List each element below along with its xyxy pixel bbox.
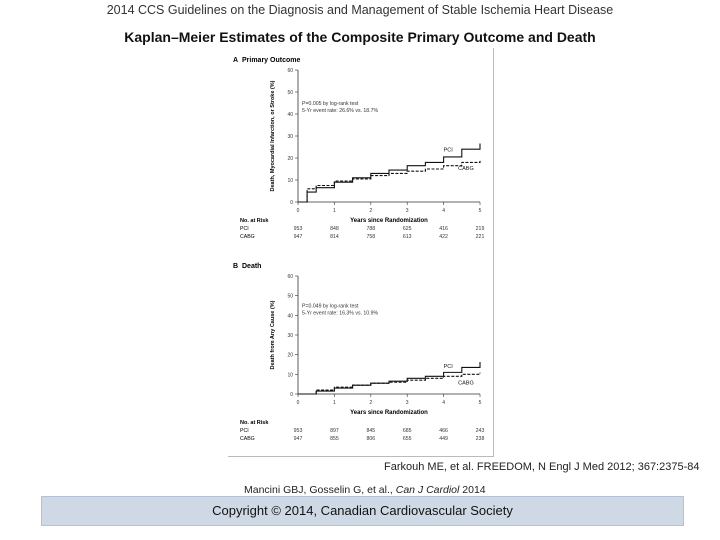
panel-a-series-cabg-line	[298, 160, 481, 203]
panel-b-p-value: P=0.049 by log-rank test	[302, 303, 359, 309]
panel-a-x-tick-label: 4	[442, 208, 445, 214]
panel-b-x-tick-label: 3	[406, 400, 409, 406]
panel-a-letter: A	[233, 57, 238, 64]
panel-b-at-risk-value: 243	[476, 428, 485, 434]
panel-a-series-cabg-label: CABG	[458, 166, 474, 172]
panel-a-y-tick-label: 50	[287, 90, 293, 96]
panel-a-at-risk-value: 221	[476, 234, 485, 240]
panel-a-y-tick-label: 20	[287, 156, 293, 162]
panel-a-y-tick-label: 0	[290, 200, 293, 206]
panel-b-series-pci-label: PCI	[444, 364, 454, 370]
panel-b-x-tick-label: 4	[442, 400, 445, 406]
panel-b-at-risk-value: 953	[294, 428, 303, 434]
panel-b-x-tick-label: 1	[333, 400, 336, 406]
panel-b-x-tick-label: 0	[297, 400, 300, 406]
panel-b-at-risk-value: 897	[330, 428, 339, 434]
panel-a-x-tick-label: 0	[297, 208, 300, 214]
panel-b-y-tick-label: 40	[287, 313, 293, 319]
panel-b-y-label: Death from Any Cause (%)	[270, 300, 276, 369]
panel-b-y-tick-label: 20	[287, 353, 293, 359]
panel-a-at-risk-value: 848	[330, 226, 339, 232]
panel-a-at-risk-value: 625	[403, 226, 412, 232]
panel-a-at-risk-group: CABG	[240, 234, 255, 240]
panel-b-y-tick-label: 30	[287, 333, 293, 339]
panel-b-series-pci-line	[298, 361, 481, 395]
panel-b-letter: B	[233, 263, 238, 270]
panel-a-at-risk-value: 947	[294, 234, 303, 240]
panel-b-y-tick-label: 60	[287, 274, 293, 280]
panel-b-at-risk-heading: No. at Risk	[240, 420, 269, 426]
panel-b-series-cabg-label: CABG	[458, 381, 474, 387]
panel-b-y-tick-label: 0	[290, 392, 293, 398]
copyright-text: Copyright © 2014, Canadian Cardiovascula…	[212, 503, 513, 518]
panel-b-at-risk-group: CABG	[240, 436, 255, 442]
panel-a-at-risk-value: 219	[476, 226, 485, 232]
source-text: Mancini GBJ, Gosselin G, et al., Can J C…	[244, 484, 486, 496]
panel-a-x-tick-label: 1	[333, 208, 336, 214]
panel-a-at-risk-group: PCI	[240, 226, 249, 232]
panel-a-title: Primary Outcome	[242, 57, 300, 64]
panel-b-at-risk-value: 449	[439, 436, 448, 442]
panel-b-x-tick-label: 2	[369, 400, 372, 406]
panel-b-at-risk-value: 655	[403, 436, 412, 442]
citation-text: Farkouh ME, et al. FREEDOM, N Engl J Med…	[384, 461, 700, 473]
panel-b-at-risk-value: 685	[403, 428, 412, 434]
panel-b-at-risk-value: 238	[476, 436, 485, 442]
slide-title: Kaplan–Meier Estimates of the Composite …	[124, 29, 596, 45]
panel-a-at-risk-value: 953	[294, 226, 303, 232]
panel-a-y-tick-label: 60	[287, 68, 293, 74]
panel-b-at-risk-value: 845	[366, 428, 375, 434]
panel-b-series-cabg-line	[298, 372, 481, 395]
panel-b-x-tick-label: 5	[479, 400, 482, 406]
panel-b-at-risk-value: 947	[294, 436, 303, 442]
copyright-bar: Copyright © 2014, Canadian Cardiovascula…	[41, 496, 684, 526]
source-journal: Can J Cardiol	[395, 484, 460, 496]
panel-a-y-tick-label: 30	[287, 134, 293, 140]
source-authors: Mancini GBJ, Gosselin G, et al.,	[244, 484, 396, 496]
panel-b-event-rates: 5-Yr event rate: 16.3% vs. 10.9%	[302, 310, 379, 316]
panel-b-at-risk-group: PCI	[240, 428, 249, 434]
panel-a-at-risk-value: 788	[366, 226, 375, 232]
panel-a-at-risk-value: 613	[403, 234, 412, 240]
panel-b-y-tick-label: 50	[287, 294, 293, 300]
panel-b-at-risk-value: 806	[366, 436, 375, 442]
source-year: 2014	[459, 484, 486, 496]
panel-b-x-label: Years since Randomization	[350, 410, 428, 416]
panel-a-at-risk-heading: No. at Risk	[240, 218, 269, 224]
panel-a-at-risk-value: 422	[439, 234, 448, 240]
panel-a-x-tick-label: 3	[406, 208, 409, 214]
panel-b-title: Death	[242, 263, 261, 270]
panel-a-y-tick-label: 10	[287, 178, 293, 184]
panel-a-series-pci-label: PCI	[444, 147, 454, 153]
panel-a-p-value: P=0.005 by log-rank test	[302, 101, 359, 107]
panel-a-at-risk-value: 758	[366, 234, 375, 240]
panel-a-x-tick-label: 2	[369, 208, 372, 214]
panel-a-at-risk-value: 416	[439, 226, 448, 232]
panel-a-y-tick-label: 40	[287, 112, 293, 118]
figure-frame	[228, 48, 494, 457]
panel-b-y-tick-label: 10	[287, 372, 293, 378]
panel-a-x-label: Years since Randomization	[350, 218, 428, 224]
panel-a-event-rates: 5-Yr event rate: 26.6% vs. 18.7%	[302, 108, 379, 114]
panel-b-at-risk-value: 466	[439, 428, 448, 434]
panel-b-at-risk-value: 855	[330, 436, 339, 442]
panel-a-y-label: Death, Myocardial Infarction, or Stroke …	[270, 80, 276, 191]
guideline-title: 2014 CCS Guidelines on the Diagnosis and…	[106, 3, 614, 17]
panel-a-at-risk-value: 814	[330, 234, 339, 240]
panel-a-x-tick-label: 5	[479, 208, 482, 214]
